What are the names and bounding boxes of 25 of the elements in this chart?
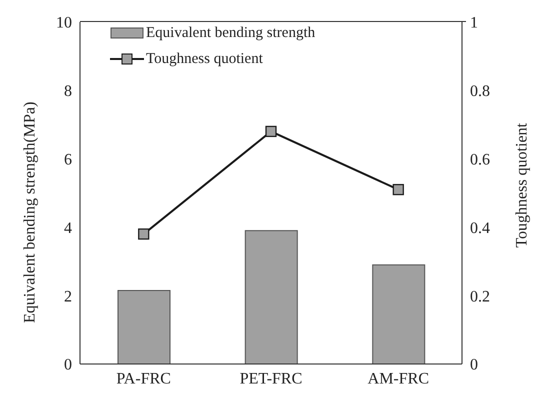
y-axis-title: Equivalent bending strength(MPa) [22, 102, 39, 323]
y-tick-label: 4 [64, 220, 72, 237]
point [392, 184, 404, 196]
point [265, 126, 277, 138]
legend-label: Equivalent bending strength [146, 24, 316, 42]
y-tick-label: 0 [64, 356, 72, 374]
y-tick-label: 2 [64, 288, 72, 306]
y2-tick-label: 0.2 [470, 288, 490, 306]
x-tick-label: AM-FRC [368, 370, 430, 388]
x-tick-label: PA-FRC [116, 370, 171, 388]
y2-axis-title: Toughness quotient [514, 122, 531, 248]
bar [118, 290, 170, 364]
y2-tick-label: 0.4 [470, 220, 490, 237]
y-tick-label: 10 [56, 14, 72, 32]
y2-tick-label: 0 [470, 356, 478, 374]
bar [244, 230, 298, 364]
y2-tick-label: 0.6 [470, 151, 490, 168]
y-tick-label: 6 [64, 151, 72, 168]
bar [372, 264, 426, 364]
y2-tick-label: 1 [470, 14, 478, 32]
point [138, 228, 150, 240]
x-tick-label: PET-FRC [240, 370, 302, 388]
y2-tick-label: 0.8 [470, 83, 490, 100]
y-tick-label: 8 [64, 83, 72, 100]
legend-label: Toughness quotient [146, 50, 263, 68]
